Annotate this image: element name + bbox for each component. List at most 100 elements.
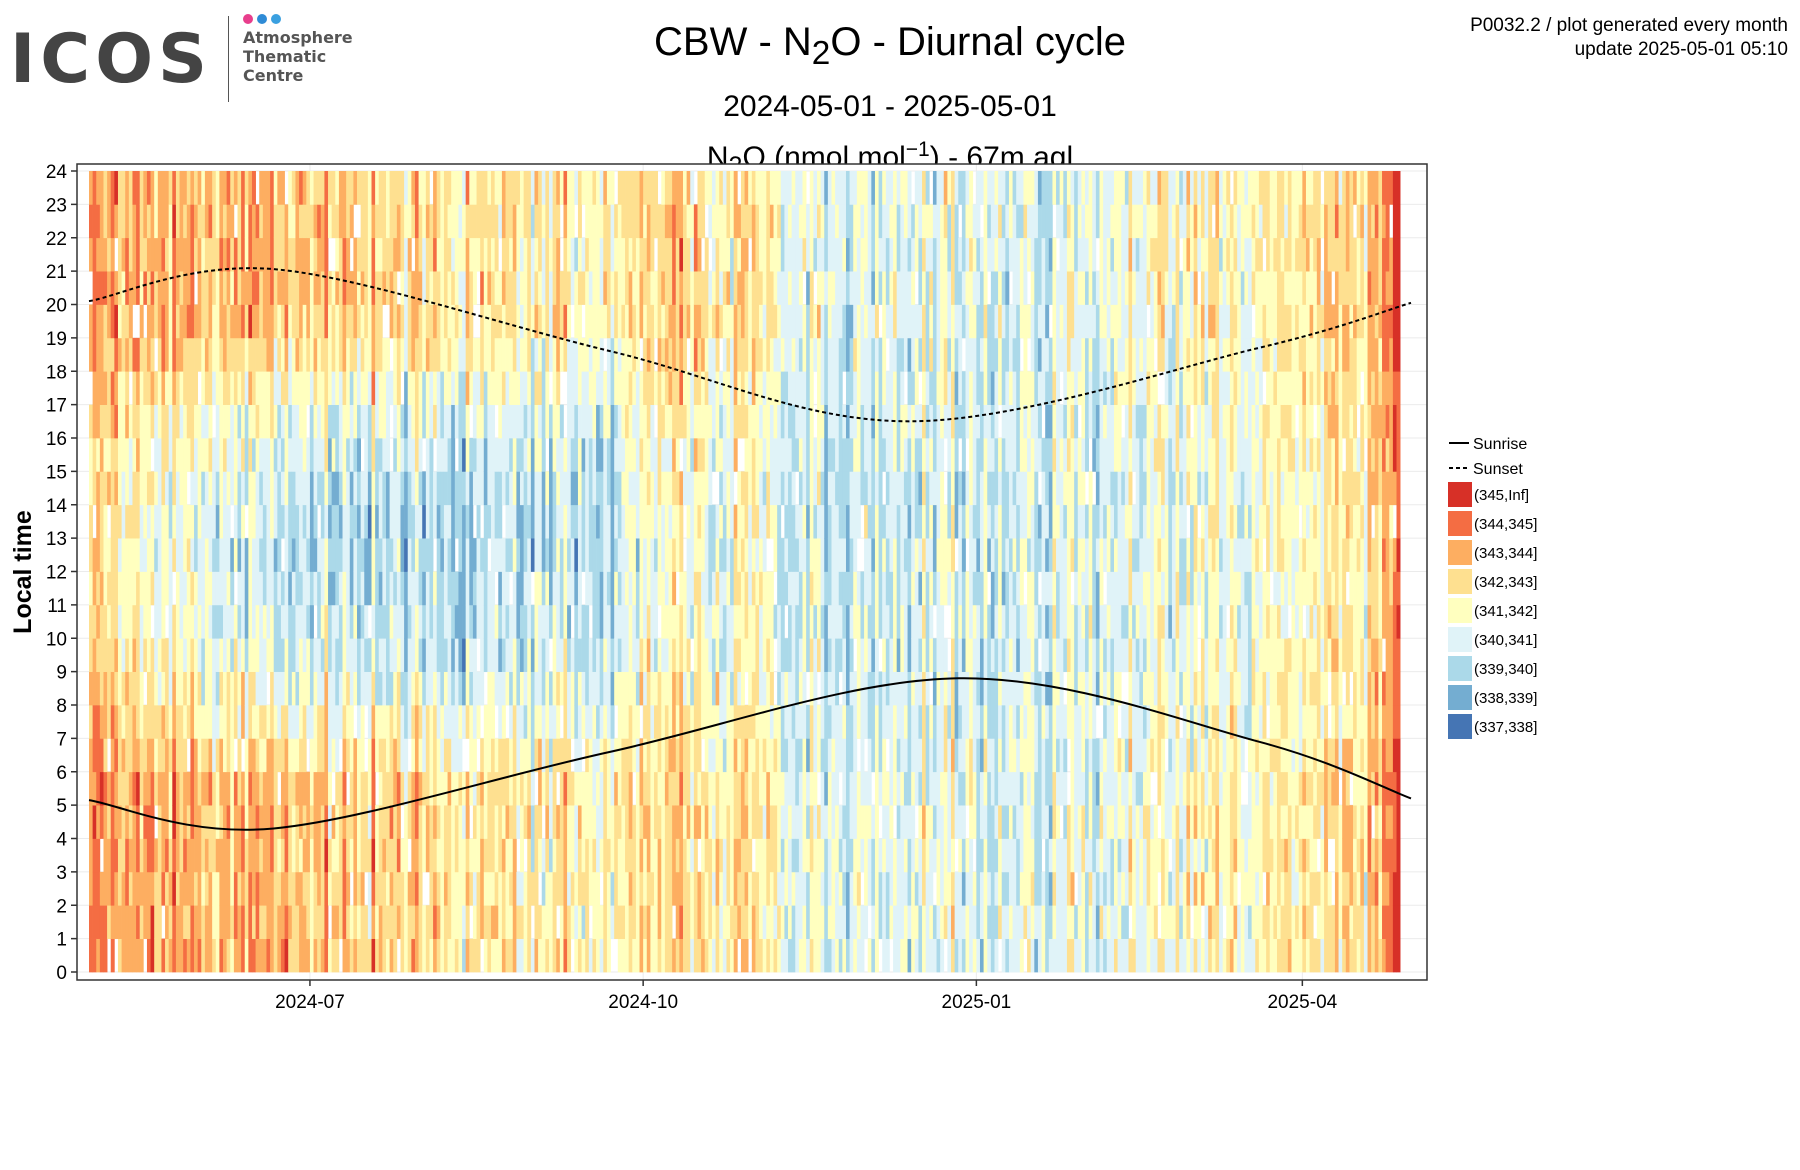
heatmap-cell (567, 838, 572, 873)
heatmap-cell (110, 271, 115, 305)
heatmap-cell (498, 738, 503, 773)
heatmap-cell (165, 671, 170, 706)
heatmap-cell (701, 838, 706, 873)
heatmap-cell (117, 371, 122, 405)
heatmap-cell (824, 404, 829, 439)
heatmap-cell (639, 638, 644, 672)
heatmap-cell (357, 171, 361, 205)
heatmap-cell (414, 504, 419, 539)
heatmap-cell (520, 404, 524, 439)
heatmap-cell (396, 871, 401, 906)
heatmap-cell (632, 805, 637, 839)
heatmap-cell (237, 304, 242, 339)
heatmap-cell (842, 504, 847, 539)
heatmap-cell (328, 271, 333, 305)
heatmap-cell (596, 304, 601, 339)
heatmap-cell (117, 271, 122, 305)
heatmap-cell (451, 571, 456, 606)
heatmap-cell (219, 271, 224, 305)
heatmap-cell (715, 671, 720, 706)
heatmap-cell (802, 438, 807, 472)
heatmap-cell (288, 705, 293, 739)
heatmap-cell (534, 504, 539, 539)
heatmap-cell (251, 738, 256, 773)
heatmap-cell (563, 504, 568, 539)
heatmap-cell (690, 404, 695, 439)
heatmap-cell (338, 304, 343, 339)
heatmap-cell (679, 304, 684, 339)
heatmap-cell (291, 604, 296, 639)
heatmap-cell (168, 671, 173, 706)
heatmap-cell (755, 237, 760, 272)
heatmap-cell (107, 538, 112, 572)
heatmap-cell (740, 905, 745, 939)
heatmap-cell (371, 204, 376, 239)
heatmap-cell (795, 805, 800, 839)
heatmap-cell (487, 671, 492, 706)
heatmap-cell (541, 471, 546, 506)
heatmap-cell (646, 871, 651, 906)
heatmap-cell (759, 838, 764, 873)
heatmap-cell (422, 805, 427, 839)
heatmap-cell (777, 604, 782, 639)
heatmap-cell (317, 171, 322, 205)
heatmap-cell (679, 671, 684, 706)
heatmap-cell (755, 671, 760, 706)
heatmap-cell (204, 304, 209, 339)
heatmap-cell (556, 404, 561, 439)
heatmap-cell (165, 371, 170, 405)
heatmap-cell (451, 705, 456, 739)
heatmap-cell (219, 604, 224, 639)
heatmap-cell (226, 705, 231, 739)
heatmap-cell (759, 204, 764, 239)
heatmap-cell (494, 271, 499, 305)
heatmap-cell (838, 304, 843, 339)
heatmap-cell (773, 604, 778, 639)
heatmap-cell (610, 638, 615, 672)
heatmap-cell (357, 705, 361, 739)
heatmap-cell (190, 271, 195, 305)
heatmap-cell (849, 604, 854, 639)
heatmap-cell (367, 271, 372, 305)
heatmap-cell (110, 571, 115, 606)
heatmap-cell (320, 571, 325, 606)
heatmap-cell (429, 371, 434, 405)
heatmap-cell (465, 671, 470, 706)
heatmap-cell (433, 871, 438, 906)
heatmap-cell (625, 371, 630, 405)
heatmap-cell (664, 504, 669, 539)
heatmap-cell (668, 705, 673, 739)
heatmap-cell (813, 171, 818, 205)
heatmap-cell (349, 337, 354, 372)
heatmap-cell (704, 671, 709, 706)
heatmap-cell (204, 204, 209, 239)
heatmap-cell (465, 805, 470, 839)
heatmap-cell (251, 304, 256, 339)
heatmap-cell (715, 371, 720, 405)
heatmap-cell (791, 171, 796, 205)
heatmap-cell (255, 237, 260, 272)
heatmap-cell (780, 705, 785, 739)
heatmap-cell (472, 571, 477, 606)
heatmap-cell (132, 337, 137, 372)
heatmap-cell (241, 805, 246, 839)
heatmap-cell (378, 337, 383, 372)
heatmap-cell (635, 738, 640, 773)
heatmap-cell (400, 738, 405, 773)
heatmap-cell (324, 204, 329, 239)
logo-dot-pink (243, 14, 253, 24)
heatmap-cell (737, 504, 742, 539)
heatmap-cell (288, 604, 293, 639)
heatmap-cell (161, 838, 166, 873)
heatmap-cell (204, 371, 209, 405)
heatmap-cell (194, 404, 199, 439)
heatmap-cell (491, 171, 495, 205)
heatmap-cell (136, 538, 141, 572)
heatmap-cell (730, 938, 735, 973)
heatmap-cell (433, 204, 438, 239)
heatmap-cell (798, 838, 803, 873)
heatmap-cell (643, 438, 648, 472)
heatmap-cell (128, 838, 133, 873)
heatmap-cell (382, 871, 387, 906)
heatmap-cell (99, 938, 104, 973)
